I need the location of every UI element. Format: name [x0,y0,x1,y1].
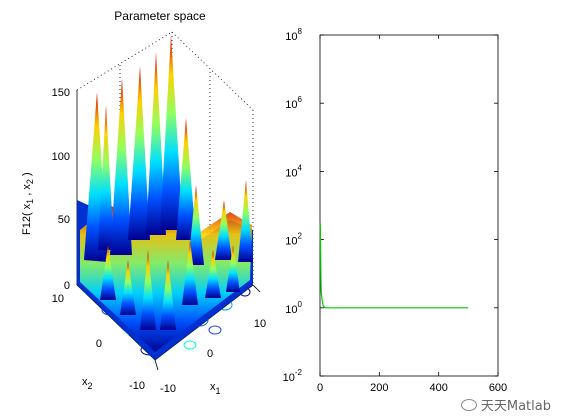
x2-tick-label: 10 [52,293,64,305]
x-axis-ticks: 0 200 400 600 [317,35,507,394]
watermark-text: 天天Matlab [480,399,551,414]
y-tick-label: 108 [285,27,302,43]
convergence-plot: 10-2 100 102 104 106 108 0 200 400 600 [283,27,508,394]
x1-axis-label: x1 [210,381,221,396]
y-tick-label: 102 [285,232,302,248]
x-tick-label: 400 [429,382,447,394]
surface-plot-3d: Parameter space [21,9,266,396]
x-tick-label: 200 [370,382,388,394]
y-tick-label: 104 [285,163,302,179]
z-tick-label: 100 [52,151,70,163]
plot-axes-box [319,34,499,377]
x1-tick-label: 0 [207,348,213,360]
plot-title: Parameter space [114,9,206,23]
z-tick-label: 0 [64,280,70,292]
x2-tick-label: 0 [96,338,102,350]
y-tick-label: 106 [285,95,302,111]
x2-axis-label: x2 [82,376,93,391]
x-tick-label: 600 [489,382,507,394]
x2-axis-ticks: 10 0 -10 [52,293,145,392]
x-tick-label: 0 [317,382,323,394]
y-tick-label: 100 [285,300,302,316]
wechat-icon [460,398,477,411]
z-axis-ticks: 0 50 100 150 [52,87,70,292]
x1-tick-label: -10 [160,383,176,395]
z-tick-label: 150 [52,87,70,99]
convergence-curve [319,223,469,309]
x1-tick-label: 10 [254,318,266,330]
z-axis-label: F12( x1 , x2 ) [21,172,35,235]
z-tick-label: 50 [58,214,70,226]
x2-tick-label: -10 [129,380,145,392]
surface-mesh [77,35,253,360]
y-axis-ticks: 10-2 100 102 104 106 108 [283,27,498,384]
y-tick-label: 10-2 [283,368,303,384]
x1-axis-ticks: -10 0 10 [160,318,266,395]
watermark: 天天Matlab [460,395,551,414]
